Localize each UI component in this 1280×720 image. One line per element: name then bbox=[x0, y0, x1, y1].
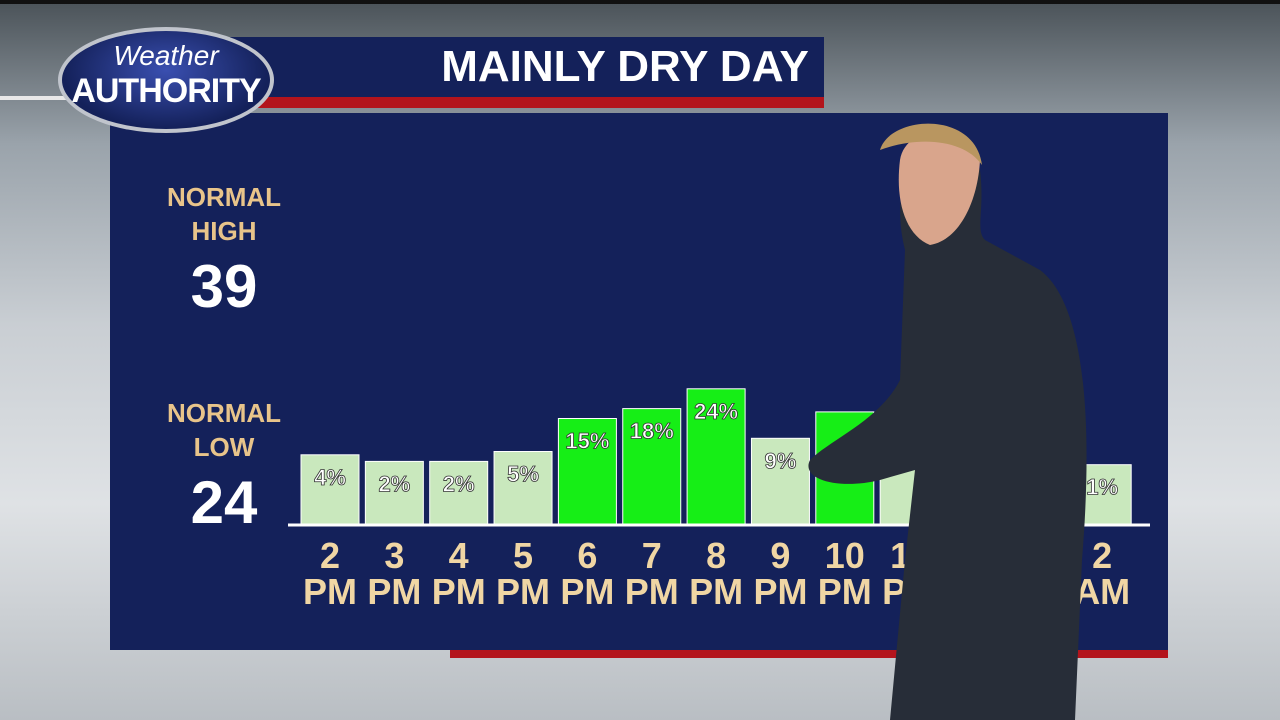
title-bar bbox=[230, 37, 824, 97]
bar bbox=[622, 408, 682, 525]
value-label: 18% bbox=[630, 419, 674, 444]
top-border bbox=[0, 0, 1280, 4]
value-label: 2% bbox=[378, 471, 410, 496]
x-tick-label: 6 PM bbox=[560, 535, 615, 612]
value-label: 9% bbox=[765, 448, 797, 473]
bar bbox=[557, 418, 617, 525]
x-tick-label: 7 PM bbox=[624, 535, 679, 612]
x-tick-label: 3 PM bbox=[367, 535, 422, 612]
x-tick-label: 8 PM bbox=[689, 535, 744, 612]
bar bbox=[686, 388, 746, 525]
x-tick-label: 4 PM bbox=[431, 535, 486, 612]
normal-high-label: NORMAL HIGH bbox=[166, 182, 282, 246]
value-label: 1% bbox=[1086, 475, 1118, 500]
bar bbox=[429, 460, 489, 525]
title-stripe bbox=[230, 97, 824, 108]
x-tick-label: 9 PM bbox=[753, 535, 808, 612]
presenter-face bbox=[898, 129, 980, 245]
bar bbox=[750, 437, 810, 525]
bar bbox=[364, 460, 424, 525]
logo-text: AUTHORITY bbox=[71, 72, 261, 110]
presenter-hair bbox=[880, 123, 982, 165]
x-tick-label: 5 PM bbox=[496, 535, 551, 612]
bar bbox=[493, 451, 553, 525]
value-label: 4% bbox=[314, 465, 346, 490]
value-label: 2% bbox=[443, 471, 475, 496]
normal-high-value: 39 bbox=[190, 253, 258, 320]
x-tick-label: 10 PM bbox=[817, 535, 872, 612]
x-tick-label: 2 AM bbox=[1074, 535, 1131, 612]
presenter-silhouette bbox=[808, 141, 1087, 720]
bar bbox=[300, 454, 360, 525]
value-label: 15% bbox=[565, 429, 609, 454]
chart-title: MAINLY DRY DAY bbox=[441, 42, 809, 91]
logo-text: Weather bbox=[113, 40, 219, 71]
x-tick-label: 2 PM bbox=[303, 535, 357, 612]
bottom-stripe bbox=[450, 650, 1168, 658]
value-label: 5% bbox=[507, 462, 539, 487]
normal-low-label: NORMAL LOW bbox=[166, 398, 282, 462]
value-label: 24% bbox=[694, 399, 738, 424]
normal-low-value: 24 bbox=[190, 469, 258, 536]
logo-badge bbox=[58, 27, 274, 133]
